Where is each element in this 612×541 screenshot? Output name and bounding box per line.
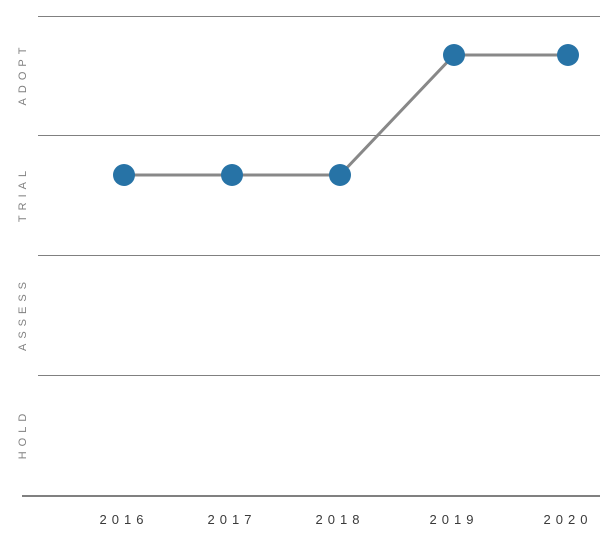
data-point — [329, 164, 351, 186]
series-line — [124, 55, 568, 175]
radar-line-chart: ADOPT TRIAL ASSESS HOLD 2016 2017 2018 2… — [0, 0, 612, 541]
data-point — [557, 44, 579, 66]
data-point — [221, 164, 243, 186]
data-point — [113, 164, 135, 186]
data-point — [443, 44, 465, 66]
series-plot — [0, 0, 612, 541]
